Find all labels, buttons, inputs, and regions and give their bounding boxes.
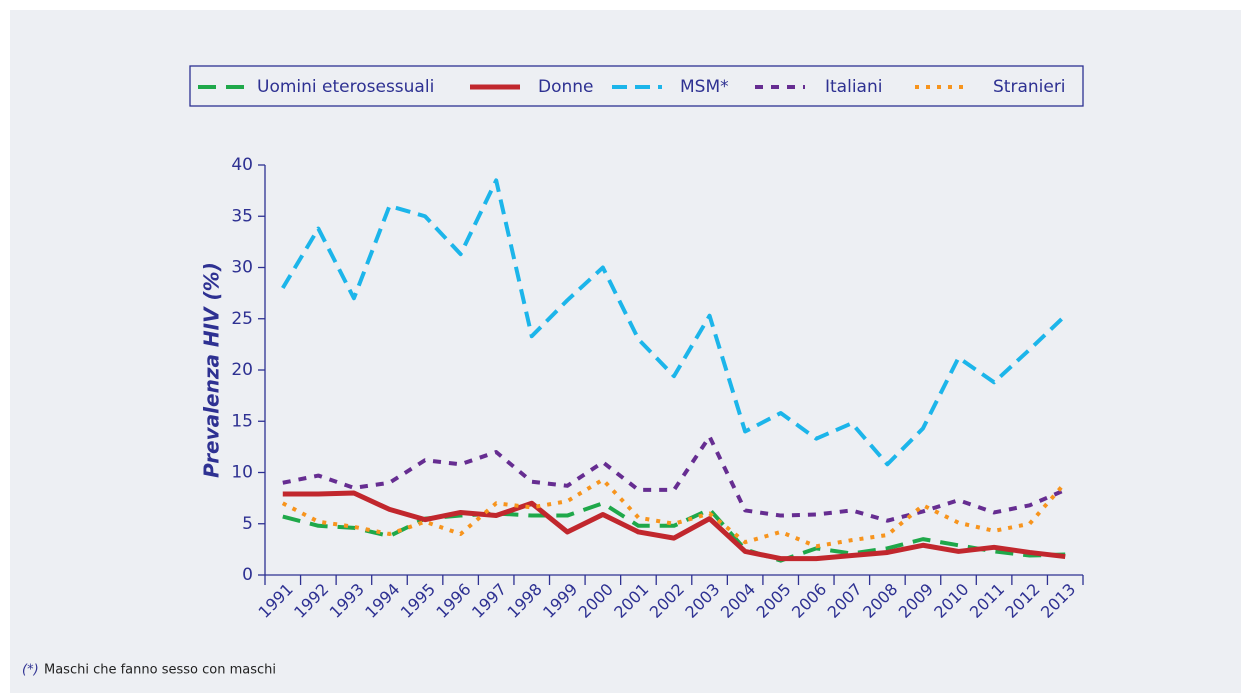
legend-label: Uomini eterosessuali bbox=[257, 77, 434, 97]
series-line bbox=[281, 178, 1067, 467]
legend-label: MSM* bbox=[680, 77, 729, 97]
y-tick-label: 5 bbox=[242, 514, 253, 534]
y-tick-label: 25 bbox=[231, 309, 253, 329]
footnote: Maschi che fanno sesso con maschi bbox=[44, 663, 276, 678]
series-line bbox=[282, 490, 1066, 562]
legend-label: Italiani bbox=[825, 77, 882, 97]
y-tick-label: 30 bbox=[231, 258, 253, 278]
y-tick-label: 35 bbox=[231, 206, 253, 226]
panel bbox=[10, 10, 1241, 693]
series-line bbox=[282, 434, 1067, 523]
legend-label: Donne bbox=[538, 77, 594, 97]
y-tick-label: 20 bbox=[231, 360, 253, 380]
y-axis-title: Prevalenza HIV (%) bbox=[200, 262, 224, 478]
y-tick-label: 15 bbox=[231, 411, 253, 431]
y-tick-label: 0 bbox=[242, 565, 253, 585]
y-tick-label: 40 bbox=[231, 155, 253, 175]
series-line bbox=[282, 501, 1066, 563]
legend-label: Stranieri bbox=[993, 77, 1066, 97]
footnote-marker: (*) bbox=[22, 663, 39, 678]
y-tick-label: 10 bbox=[231, 463, 253, 483]
